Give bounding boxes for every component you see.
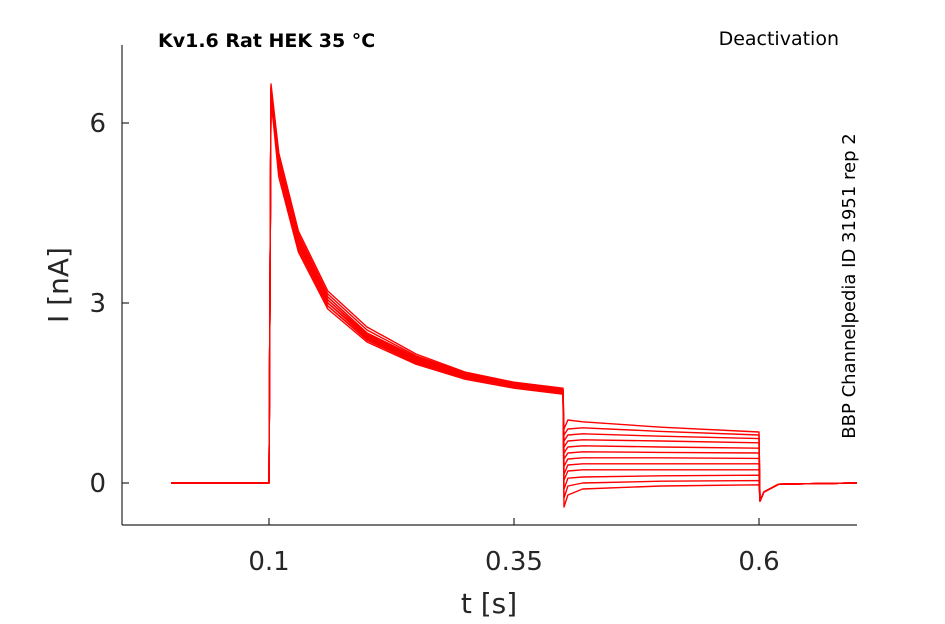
source-note: BBP Channelpedia ID 31951 rep 2	[839, 133, 860, 438]
y-tick-label: 0	[89, 469, 106, 499]
current-trace	[171, 89, 858, 502]
y-tick-label: 6	[89, 109, 106, 139]
x-tick-label: 0.6	[738, 547, 779, 577]
current-traces	[171, 83, 858, 508]
y-ticks: 0 3 6	[89, 109, 129, 499]
x-ticks: 0.1 0.35 0.6	[248, 518, 780, 577]
chart-title: Kv1.6 Rat HEK 35 °C	[158, 30, 375, 52]
current-trace	[171, 86, 858, 508]
y-tick-label: 3	[89, 289, 106, 319]
current-trace	[171, 92, 858, 502]
x-axis-title: t [s]	[461, 587, 517, 620]
x-tick-label: 0.35	[485, 547, 543, 577]
current-trace	[171, 92, 858, 502]
current-trace	[171, 83, 858, 502]
current-trace	[171, 92, 858, 502]
x-tick-label: 0.1	[248, 547, 289, 577]
y-axis-title: I [nA]	[42, 247, 75, 323]
current-trace	[171, 98, 858, 502]
plot-axes	[121, 45, 857, 526]
protocol-label: Deactivation	[719, 28, 839, 50]
current-trace	[171, 89, 858, 502]
current-trace	[171, 98, 858, 502]
current-trace	[171, 95, 858, 502]
current-trace	[171, 95, 858, 502]
